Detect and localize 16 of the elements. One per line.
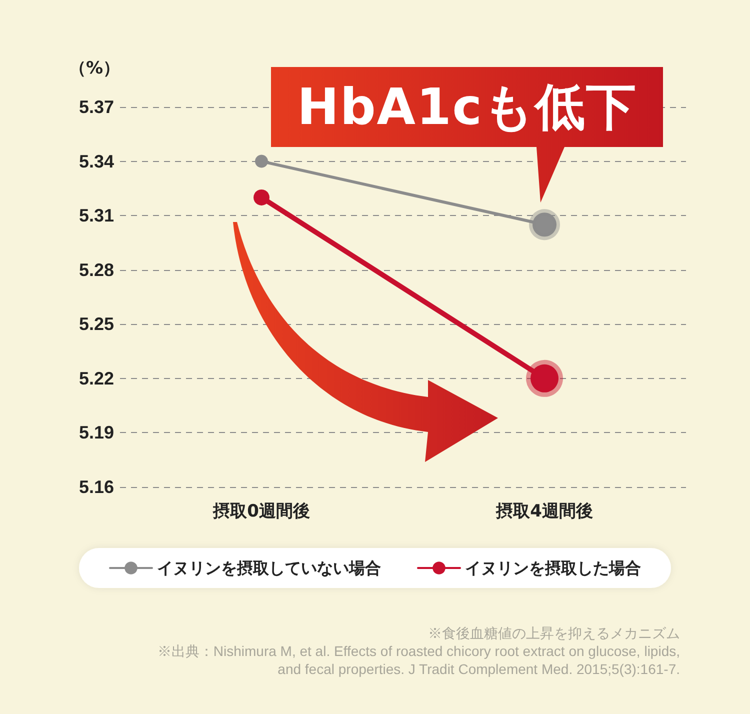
x-tick-label: 摂取0週間後 xyxy=(212,502,310,522)
y-tick-label: 5.34 xyxy=(78,151,114,172)
text: ※食後血糖値の上昇を抑えるメカニズム xyxy=(427,624,680,642)
x-tick-label: 摂取4週間後 xyxy=(495,502,593,522)
annotation: HbA1cも低下 xyxy=(296,77,638,138)
legend-label: イヌリンを摂取した場合 xyxy=(465,558,641,578)
y-tick-label: 5.22 xyxy=(78,368,114,388)
y-tick-label: 5.25 xyxy=(78,314,114,334)
y-tick-label: 5.37 xyxy=(78,97,114,117)
y-tick-label: 5.19 xyxy=(78,422,114,443)
legend-label: イヌリンを摂取していない場合 xyxy=(157,558,381,578)
y-tick-label: 5.28 xyxy=(78,260,114,280)
text: ※出典：Nishimura M, et al. Effects of roasted chicory root extract on glucose, lipids, and fecal properties. J Tradit Complement Med. 2015;5(3):161-7. xyxy=(156,642,680,678)
y-tick-label: 5.16 xyxy=(78,477,114,497)
y-axis-title: （%） xyxy=(68,58,120,78)
y-tick-label: 5.31 xyxy=(78,206,114,226)
